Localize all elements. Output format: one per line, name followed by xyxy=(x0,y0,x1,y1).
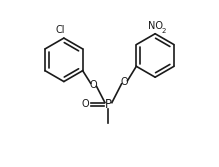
Text: O: O xyxy=(90,80,97,90)
Text: NO: NO xyxy=(148,21,163,31)
Text: Cl: Cl xyxy=(56,26,65,35)
Text: 2: 2 xyxy=(161,28,166,34)
Text: P: P xyxy=(105,98,112,111)
Text: O: O xyxy=(121,77,128,87)
Text: O: O xyxy=(82,99,89,109)
